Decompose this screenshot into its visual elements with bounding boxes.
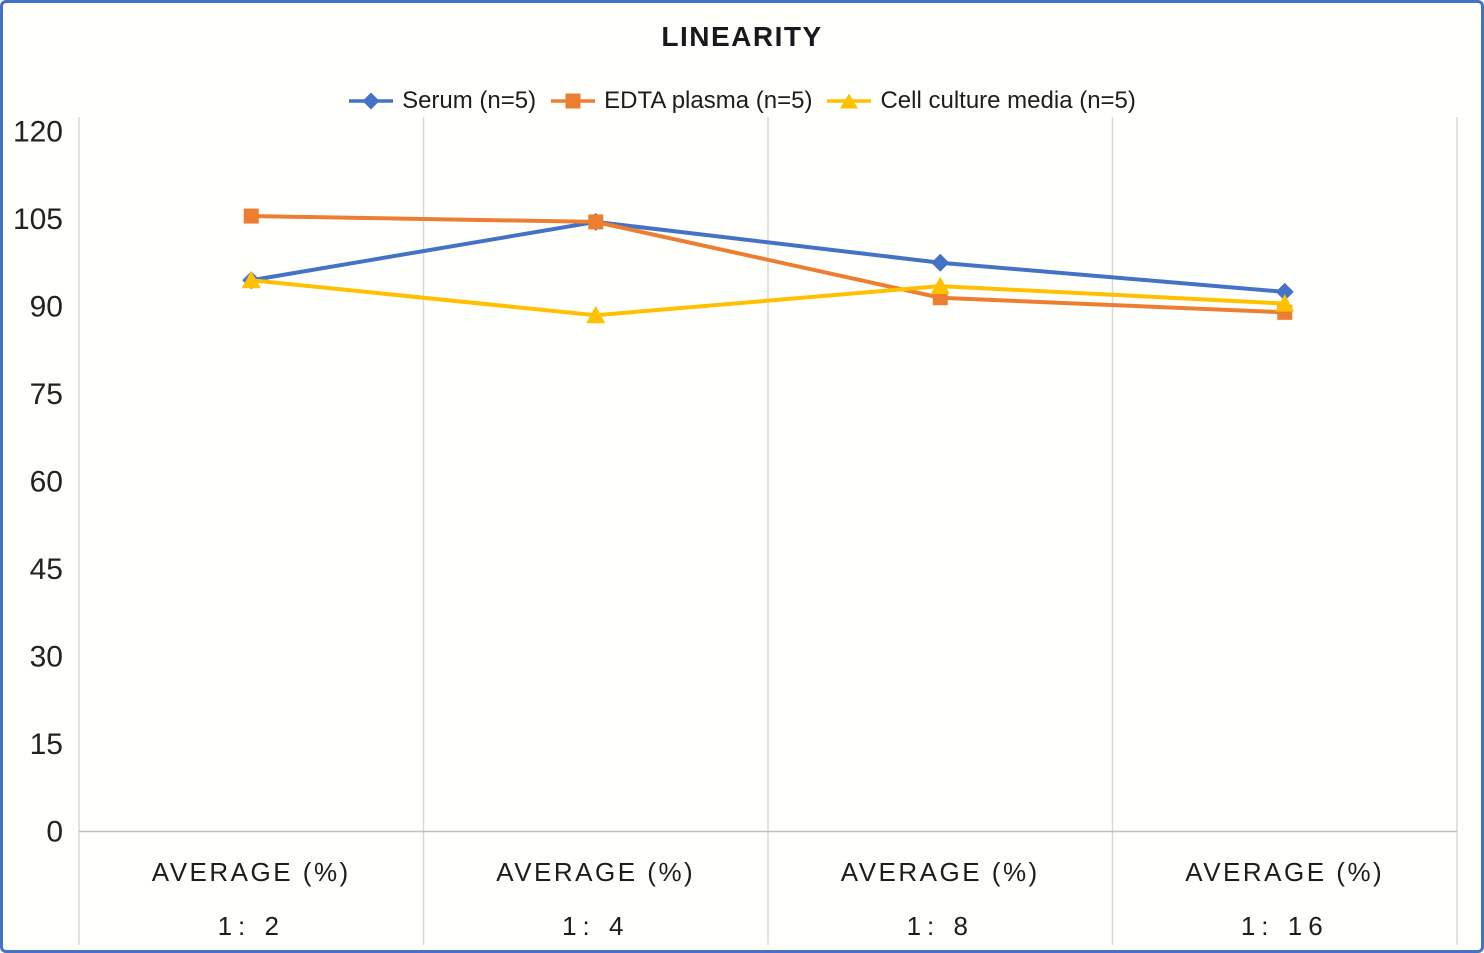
legend-label-cell-culture-media: Cell culture media (n=5) — [880, 87, 1136, 114]
legend-item-edta-plasma: EDTA plasma (n=5) — [550, 87, 812, 115]
data-point-square — [588, 214, 604, 230]
x-axis-label-line2: 1: 4 — [562, 911, 629, 941]
y-tick-label: 105 — [13, 203, 63, 236]
legend-square-marker-icon — [551, 93, 596, 109]
legend-diamond-marker-icon — [349, 92, 394, 110]
legend-label-edta-plasma: EDTA plasma (n=5) — [604, 87, 813, 114]
data-point-diamond — [1275, 282, 1294, 301]
y-tick-label: 75 — [30, 378, 63, 411]
legend-item-cell-culture-media: Cell culture media (n=5) — [826, 87, 1136, 115]
x-axis-label-line1: AVERAGE (%) — [1185, 857, 1384, 887]
series-line-square — [251, 214, 1285, 315]
series-line-triangle — [251, 278, 1285, 318]
data-point-square — [243, 208, 259, 224]
y-tick-label: 60 — [30, 466, 63, 499]
x-axis-label-line2: 1: 8 — [907, 911, 974, 941]
data-point-diamond — [931, 253, 950, 272]
data-point-triangle — [241, 270, 261, 289]
x-axis-label-line1: AVERAGE (%) — [841, 857, 1040, 887]
y-tick-label: 120 — [13, 116, 63, 149]
data-point-triangle — [930, 276, 950, 295]
legend-label-serum: Serum (n=5) — [402, 87, 537, 114]
y-tick-label: 15 — [30, 728, 63, 761]
legend-triangle-marker-icon — [827, 93, 872, 109]
series-line-diamond — [250, 219, 1285, 294]
x-axis-label-line2: 1: 2 — [218, 911, 285, 941]
y-tick-label: 45 — [30, 553, 63, 586]
x-axis-label-line1: AVERAGE (%) — [496, 857, 695, 887]
y-tick-label: 90 — [30, 291, 63, 324]
line-chart-plot-area: 0 15 30 45 60 75 90 105 120 AVERAGE (%) 1: 2 AVERAG… — [13, 116, 1458, 945]
y-tick-label: 30 — [30, 641, 63, 674]
data-point-triangle — [1275, 294, 1295, 312]
x-axis-label-line1: AVERAGE (%) — [152, 857, 351, 887]
chart-title: LINEARITY — [661, 21, 823, 52]
x-axis-label-line2: 1: 16 — [1241, 911, 1329, 941]
legend-item-serum: Serum (n=5) — [348, 87, 536, 115]
legend: Serum (n=5) EDTA plasma (n=5) Cell cultu… — [3, 87, 1481, 115]
y-tick-label: 0 — [46, 816, 63, 849]
data-point-triangle — [586, 305, 606, 324]
